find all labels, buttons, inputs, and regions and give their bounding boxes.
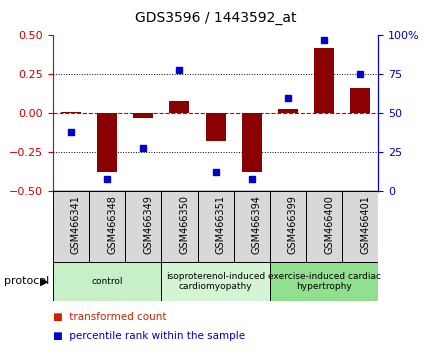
Text: protocol: protocol — [4, 276, 50, 286]
Bar — [306, 191, 342, 262]
Bar — [133, 113, 153, 118]
Bar — [97, 113, 117, 172]
Bar — [270, 191, 306, 262]
Bar — [198, 191, 234, 262]
Text: GSM466401: GSM466401 — [360, 195, 370, 253]
Bar — [270, 262, 378, 301]
Bar — [314, 48, 334, 113]
Bar — [161, 262, 270, 301]
Text: control: control — [92, 277, 123, 286]
Text: GSM466350: GSM466350 — [180, 195, 190, 254]
Text: ■  percentile rank within the sample: ■ percentile rank within the sample — [53, 331, 245, 341]
Bar — [161, 191, 198, 262]
Text: GDS3596 / 1443592_at: GDS3596 / 1443592_at — [135, 11, 297, 25]
Text: GSM466349: GSM466349 — [143, 195, 153, 253]
Bar — [234, 191, 270, 262]
Text: GSM466348: GSM466348 — [107, 195, 117, 253]
Text: GSM466400: GSM466400 — [324, 195, 334, 253]
Bar — [278, 109, 298, 113]
Text: GSM466341: GSM466341 — [71, 195, 81, 253]
Bar — [242, 113, 262, 172]
Text: GSM466399: GSM466399 — [288, 195, 298, 253]
Bar — [350, 88, 370, 113]
Bar — [53, 262, 161, 301]
Bar — [205, 113, 226, 141]
Text: ■  transformed count: ■ transformed count — [53, 312, 166, 321]
Bar — [89, 191, 125, 262]
Bar — [125, 191, 161, 262]
Bar — [169, 101, 189, 113]
Text: isoproterenol-induced
cardiomyopathy: isoproterenol-induced cardiomyopathy — [166, 272, 265, 291]
Text: GSM466351: GSM466351 — [216, 195, 226, 254]
Text: GSM466394: GSM466394 — [252, 195, 262, 253]
Text: exercise-induced cardiac
hypertrophy: exercise-induced cardiac hypertrophy — [268, 272, 381, 291]
Bar — [53, 191, 89, 262]
Bar — [61, 112, 81, 113]
Bar — [342, 191, 378, 262]
Text: ▶: ▶ — [40, 276, 48, 286]
